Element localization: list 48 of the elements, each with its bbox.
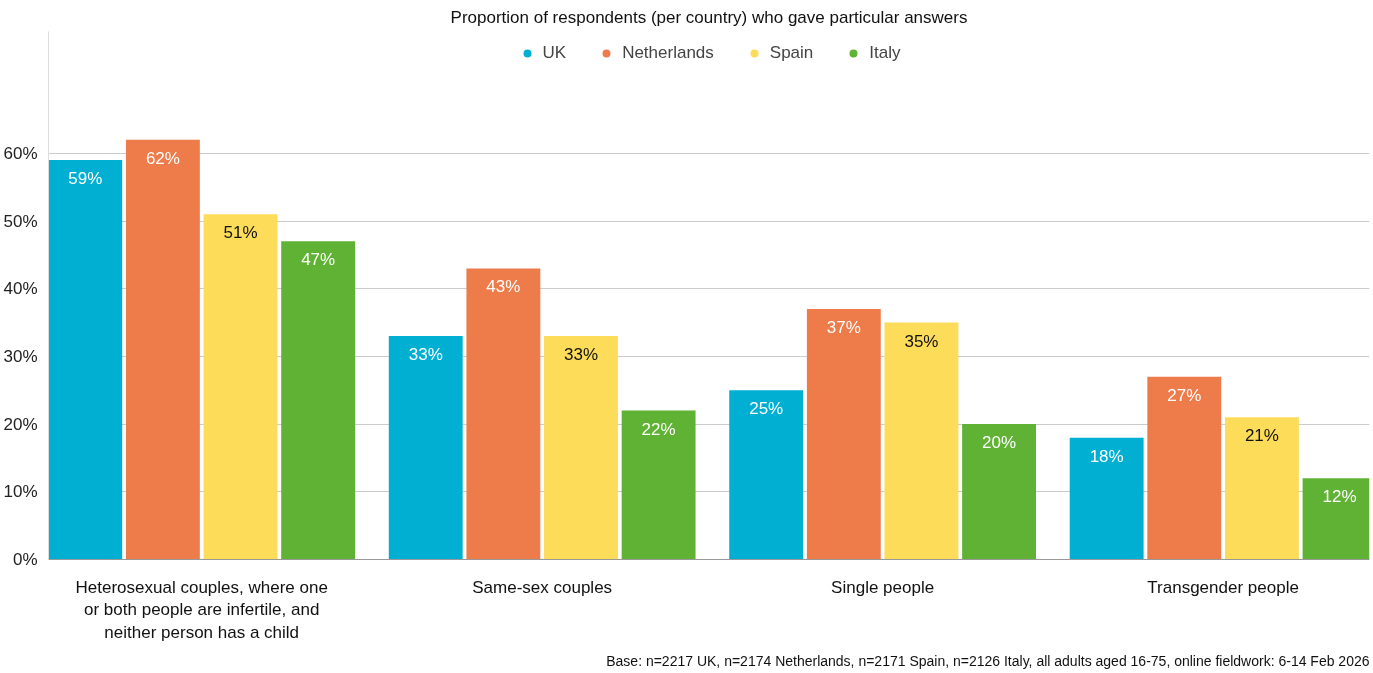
- data-label: 25%: [749, 399, 784, 419]
- bar: [962, 424, 1037, 560]
- bar: [125, 139, 200, 560]
- bar: [203, 214, 278, 560]
- legend-label: Netherlands: [622, 43, 714, 63]
- y-tick-label: 50%: [3, 211, 38, 231]
- x-tick-label: Same-sex couples: [472, 577, 613, 597]
- chart-title: Proportion of respondents (per country) who gave particular answers: [450, 7, 968, 27]
- legend-label: UK: [542, 43, 567, 63]
- bar: [48, 160, 123, 560]
- data-label: 22%: [641, 419, 676, 439]
- data-label: 43%: [486, 277, 521, 297]
- y-tick-label: 60%: [3, 143, 38, 163]
- y-tick-label: 20%: [3, 414, 38, 434]
- bar: [621, 410, 696, 560]
- bar: [466, 268, 541, 560]
- bar: [729, 390, 804, 560]
- bar: [1224, 417, 1299, 560]
- bar: [388, 336, 463, 560]
- data-label: 62%: [145, 148, 180, 168]
- x-tick-label: Single people: [831, 577, 935, 597]
- data-label: 51%: [223, 223, 258, 243]
- bar: [544, 336, 618, 560]
- legend-label: Italy: [869, 43, 901, 63]
- bar: [281, 241, 356, 560]
- data-label: 20%: [982, 433, 1017, 453]
- legend-label: Spain: [769, 43, 814, 63]
- x-tick-label: Transgender people: [1147, 577, 1299, 597]
- data-label: 35%: [904, 331, 939, 351]
- bar: [1069, 437, 1144, 560]
- data-label: 47%: [301, 250, 336, 270]
- data-label: 37%: [826, 318, 861, 338]
- data-label: 18%: [1089, 446, 1124, 466]
- data-label: 59%: [68, 169, 103, 189]
- data-label: 21%: [1244, 426, 1279, 446]
- data-label: 12%: [1322, 487, 1357, 507]
- data-label: 27%: [1167, 385, 1202, 405]
- data-label: 33%: [563, 345, 598, 365]
- y-tick-label: 30%: [3, 346, 38, 366]
- bar: [884, 322, 959, 560]
- y-tick-label: 10%: [3, 482, 38, 502]
- y-tick-label: 0%: [12, 550, 38, 569]
- bar: [806, 309, 881, 560]
- y-tick-label: 40%: [3, 279, 38, 299]
- x-tick-label: Heterosexual couples, where one or both people are infertile, and neither person has a child: [75, 577, 328, 643]
- data-label: 33%: [408, 345, 443, 365]
- bar: [1147, 376, 1222, 560]
- text: Base: n=2217 UK, n=2174 Netherlands, n=2171 Spain, n=2126 Italy, all adults aged 16-75, online fieldwork: 6-14 Feb 2026: [606, 652, 1370, 669]
